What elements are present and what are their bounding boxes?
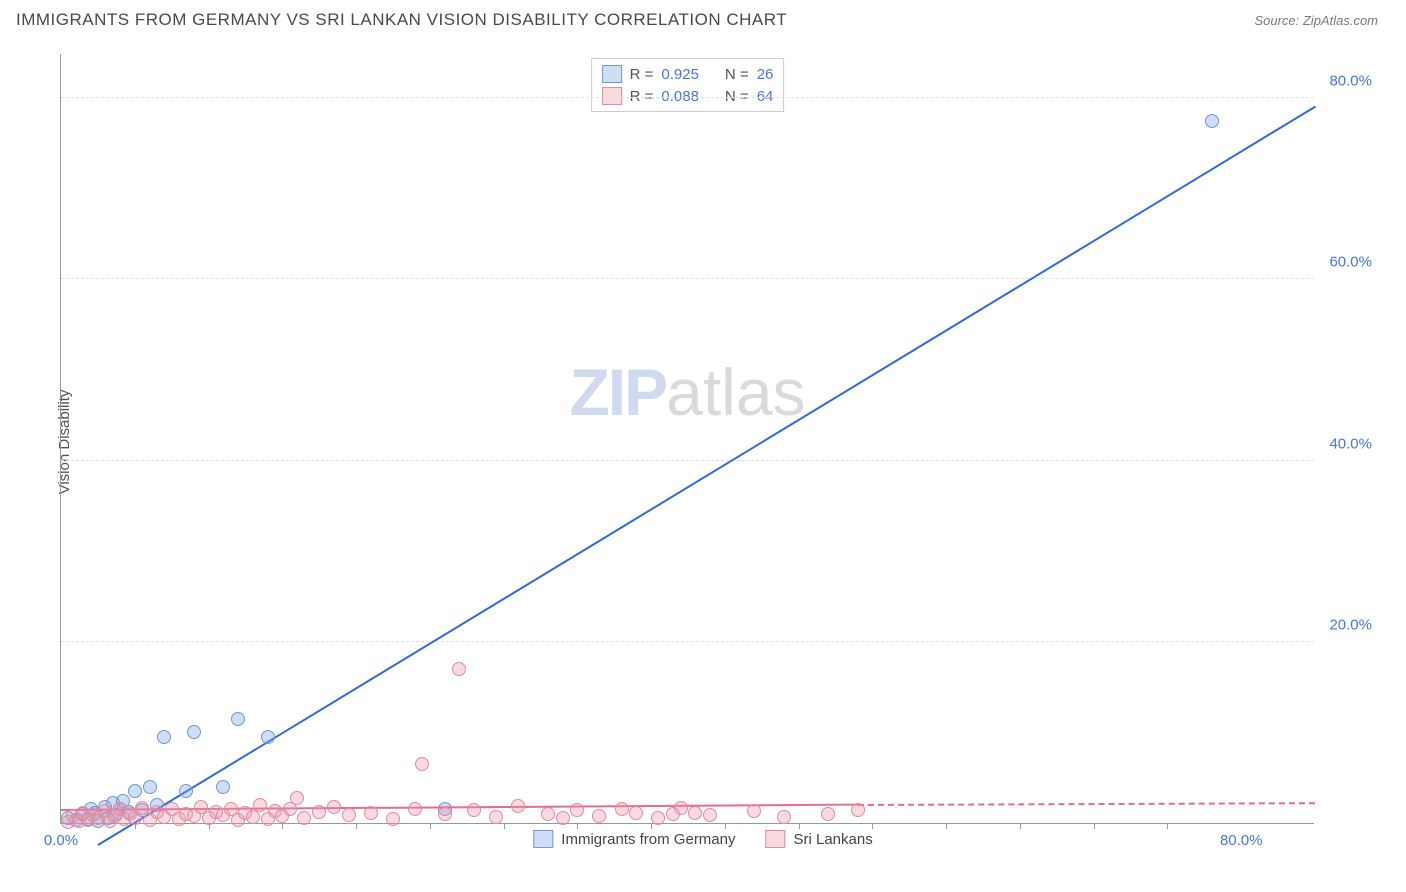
data-point-srilanka bbox=[851, 803, 865, 817]
x-tick-label: 80.0% bbox=[1220, 832, 1263, 849]
header-bar: IMMIGRANTS FROM GERMANY VS SRI LANKAN VI… bbox=[0, 0, 1406, 36]
srilanka-series-label: Sri Lankans bbox=[793, 831, 872, 848]
y-tick-label: 20.0% bbox=[1329, 616, 1372, 633]
watermark: ZIPatlas bbox=[569, 354, 805, 430]
data-point-srilanka bbox=[253, 798, 267, 812]
x-tick bbox=[1020, 823, 1021, 829]
data-point-srilanka bbox=[592, 809, 606, 823]
data-point-srilanka bbox=[290, 791, 304, 805]
data-point-srilanka bbox=[703, 808, 717, 822]
data-point-srilanka bbox=[327, 800, 341, 814]
x-tick bbox=[946, 823, 947, 829]
chart-container: Vision Disability ZIPatlas R = 0.925 N =… bbox=[16, 42, 1390, 842]
data-point-germany bbox=[231, 712, 245, 726]
data-point-srilanka bbox=[452, 662, 466, 676]
gridline bbox=[61, 641, 1314, 642]
data-point-germany bbox=[157, 730, 171, 744]
data-point-srilanka bbox=[489, 810, 503, 824]
legend-item-srilanka: Sri Lankans bbox=[765, 830, 872, 848]
x-tick bbox=[504, 823, 505, 829]
germany-swatch-icon bbox=[533, 830, 553, 848]
data-point-srilanka bbox=[651, 811, 665, 825]
x-tick bbox=[651, 823, 652, 829]
legend-item-germany: Immigrants from Germany bbox=[533, 830, 735, 848]
legend-stats-row-srilanka: R = 0.088 N = 64 bbox=[602, 85, 774, 107]
x-tick bbox=[872, 823, 873, 829]
x-tick bbox=[577, 823, 578, 829]
germany-series-label: Immigrants from Germany bbox=[561, 831, 735, 848]
data-point-srilanka bbox=[570, 803, 584, 817]
germany-n-value: 26 bbox=[757, 66, 774, 83]
data-point-srilanka bbox=[408, 802, 422, 816]
r-label: R = bbox=[630, 88, 654, 105]
data-point-germany bbox=[128, 784, 142, 798]
chart-title: IMMIGRANTS FROM GERMANY VS SRI LANKAN VI… bbox=[16, 10, 787, 30]
data-point-srilanka bbox=[777, 810, 791, 824]
x-tick bbox=[356, 823, 357, 829]
srilanka-r-value: 0.088 bbox=[661, 88, 699, 105]
srilanka-n-value: 64 bbox=[757, 88, 774, 105]
gridline bbox=[61, 460, 1314, 461]
data-point-srilanka bbox=[615, 802, 629, 816]
data-point-germany bbox=[1205, 114, 1219, 128]
data-point-srilanka bbox=[283, 802, 297, 816]
germany-swatch-icon bbox=[602, 65, 622, 83]
legend-stats: R = 0.925 N = 26 R = 0.088 N = 64 bbox=[591, 58, 785, 112]
data-point-srilanka bbox=[688, 806, 702, 820]
x-tick-label: 0.0% bbox=[44, 832, 78, 849]
legend-series: Immigrants from Germany Sri Lankans bbox=[533, 830, 872, 848]
n-label: N = bbox=[725, 88, 749, 105]
legend-stats-row-germany: R = 0.925 N = 26 bbox=[602, 63, 774, 85]
data-point-srilanka bbox=[747, 804, 761, 818]
data-point-srilanka bbox=[415, 757, 429, 771]
data-point-srilanka bbox=[821, 807, 835, 821]
data-point-srilanka bbox=[629, 806, 643, 820]
x-tick bbox=[1167, 823, 1168, 829]
x-tick bbox=[282, 823, 283, 829]
data-point-srilanka bbox=[511, 799, 525, 813]
data-point-srilanka bbox=[342, 808, 356, 822]
gridline bbox=[61, 97, 1314, 98]
data-point-srilanka bbox=[246, 810, 260, 824]
germany-r-value: 0.925 bbox=[661, 66, 699, 83]
data-point-srilanka bbox=[364, 806, 378, 820]
x-tick bbox=[1094, 823, 1095, 829]
data-point-germany bbox=[179, 784, 193, 798]
x-tick bbox=[799, 823, 800, 829]
data-point-srilanka bbox=[556, 811, 570, 825]
data-point-srilanka bbox=[438, 807, 452, 821]
data-point-germany bbox=[261, 730, 275, 744]
n-label: N = bbox=[725, 66, 749, 83]
srilanka-swatch-icon bbox=[765, 830, 785, 848]
data-point-srilanka bbox=[674, 801, 688, 815]
watermark-part2: atlas bbox=[666, 355, 805, 429]
data-point-germany bbox=[216, 780, 230, 794]
srilanka-swatch-icon bbox=[602, 87, 622, 105]
y-tick-label: 40.0% bbox=[1329, 435, 1372, 452]
data-point-srilanka bbox=[297, 811, 311, 825]
y-tick-label: 80.0% bbox=[1329, 73, 1372, 90]
watermark-part1: ZIP bbox=[569, 355, 666, 429]
x-tick bbox=[725, 823, 726, 829]
data-point-srilanka bbox=[467, 803, 481, 817]
data-point-germany bbox=[143, 780, 157, 794]
data-point-srilanka bbox=[541, 807, 555, 821]
data-point-germany bbox=[187, 725, 201, 739]
y-tick-label: 60.0% bbox=[1329, 254, 1372, 271]
r-label: R = bbox=[630, 66, 654, 83]
gridline bbox=[61, 278, 1314, 279]
data-point-srilanka bbox=[386, 812, 400, 826]
x-tick bbox=[430, 823, 431, 829]
data-point-srilanka bbox=[312, 805, 326, 819]
trend-line bbox=[858, 802, 1315, 806]
plot-area: ZIPatlas R = 0.925 N = 26 R = 0.088 N = … bbox=[60, 54, 1314, 824]
trend-line bbox=[97, 105, 1315, 845]
source-attribution: Source: ZipAtlas.com bbox=[1254, 13, 1378, 28]
